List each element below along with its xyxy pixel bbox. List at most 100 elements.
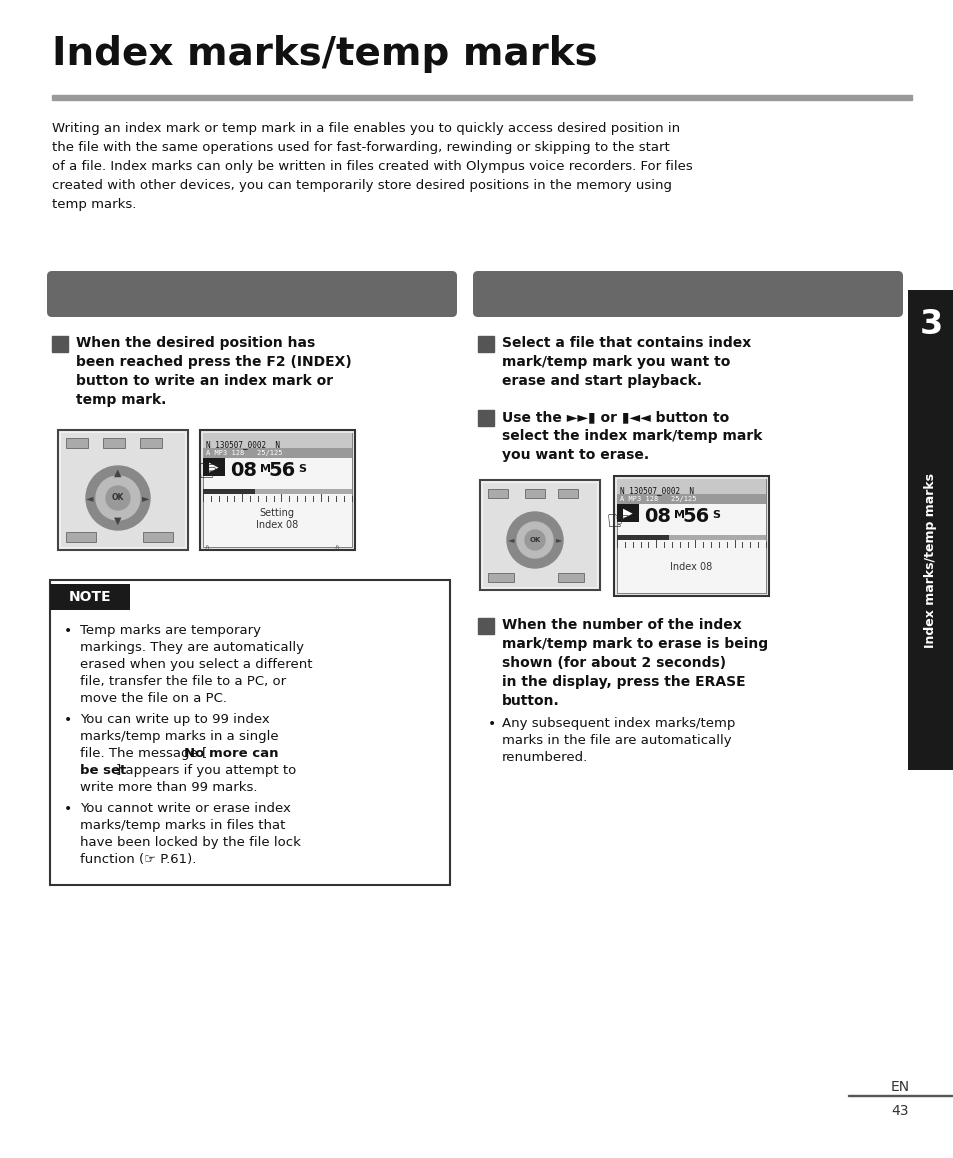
Text: file. The message [: file. The message [ <box>80 747 207 760</box>
Bar <box>140 438 162 448</box>
Text: A MP3 128   25/125: A MP3 128 25/125 <box>206 450 282 456</box>
Text: marks/temp marks in a single: marks/temp marks in a single <box>80 730 278 743</box>
Text: N 130507_0002  N: N 130507_0002 N <box>206 440 280 449</box>
Bar <box>50 580 450 885</box>
Text: Use the ►►▮ or ▮◄◄ button to: Use the ►►▮ or ▮◄◄ button to <box>501 410 728 424</box>
Text: M: M <box>673 510 684 520</box>
Circle shape <box>86 466 150 530</box>
Text: OK: OK <box>529 537 540 543</box>
Text: the file with the same operations used for fast-forwarding, rewinding or skippin: the file with the same operations used f… <box>52 141 669 154</box>
FancyBboxPatch shape <box>47 271 456 317</box>
Circle shape <box>96 476 140 520</box>
Bar <box>143 532 172 542</box>
Bar <box>200 430 355 550</box>
Text: OK: OK <box>112 493 124 503</box>
Text: 08: 08 <box>643 507 670 526</box>
Text: S: S <box>297 464 306 474</box>
Bar <box>524 489 544 498</box>
Bar <box>50 584 130 610</box>
FancyBboxPatch shape <box>473 271 902 317</box>
Text: M: M <box>260 464 271 474</box>
Bar <box>66 438 88 448</box>
Text: •: • <box>64 802 72 816</box>
Text: ☞: ☞ <box>605 508 630 536</box>
Text: renumbered.: renumbered. <box>501 752 588 764</box>
Text: in the display, press the ERASE: in the display, press the ERASE <box>501 675 745 689</box>
Text: ☞: ☞ <box>195 459 223 488</box>
Bar <box>617 504 639 522</box>
Bar <box>617 479 765 593</box>
Text: mark/temp mark you want to: mark/temp mark you want to <box>501 356 730 369</box>
Circle shape <box>506 512 562 569</box>
Bar <box>61 433 185 547</box>
Bar <box>479 481 599 589</box>
Text: When the number of the index: When the number of the index <box>501 618 741 632</box>
Text: ▶: ▶ <box>622 506 632 520</box>
Bar <box>477 336 494 352</box>
Text: 2: 2 <box>481 413 489 423</box>
Text: you want to erase.: you want to erase. <box>501 448 648 462</box>
Text: button to write an index mark or: button to write an index mark or <box>76 374 333 388</box>
Bar <box>203 433 352 448</box>
Text: 3: 3 <box>919 308 942 340</box>
Bar <box>203 489 352 494</box>
Text: S: S <box>711 510 720 520</box>
Text: of a file. Index marks can only be written in files created with Olympus voice r: of a file. Index marks can only be writt… <box>52 160 692 173</box>
Text: button.: button. <box>501 694 559 708</box>
Bar <box>617 479 765 494</box>
Bar <box>203 459 225 476</box>
Bar <box>907 290 953 770</box>
Text: Index marks/temp marks: Index marks/temp marks <box>923 472 937 647</box>
Text: Temp marks are temporary: Temp marks are temporary <box>80 624 261 637</box>
Text: write more than 99 marks.: write more than 99 marks. <box>80 780 257 794</box>
Text: temp mark.: temp mark. <box>76 393 166 406</box>
Text: move the file on a PC.: move the file on a PC. <box>80 692 227 705</box>
Text: ▶: ▶ <box>209 461 218 474</box>
Bar <box>558 573 583 582</box>
Bar <box>52 336 68 352</box>
Text: Setting: Setting <box>259 508 294 518</box>
Bar <box>477 618 494 633</box>
Text: Index 08: Index 08 <box>255 520 297 530</box>
Text: When the desired position has: When the desired position has <box>76 336 314 350</box>
Text: marks/temp marks in files that: marks/temp marks in files that <box>80 819 285 831</box>
Text: 56: 56 <box>681 507 708 526</box>
Text: ▼: ▼ <box>114 516 122 526</box>
Text: erase and start playback.: erase and start playback. <box>501 374 701 388</box>
Text: ▲: ▲ <box>114 468 122 478</box>
Text: mark/temp mark to erase is being: mark/temp mark to erase is being <box>501 637 767 651</box>
Text: You can write up to 99 index: You can write up to 99 index <box>80 713 270 726</box>
Text: Any subsequent index marks/temp: Any subsequent index marks/temp <box>501 717 735 730</box>
Bar <box>203 433 352 547</box>
Bar <box>66 532 96 542</box>
Text: been reached press the F2 (INDEX): been reached press the F2 (INDEX) <box>76 356 352 369</box>
Circle shape <box>517 522 553 558</box>
Text: select the index mark/temp mark: select the index mark/temp mark <box>501 428 761 444</box>
Text: •: • <box>64 624 72 638</box>
Circle shape <box>106 486 130 510</box>
Bar <box>58 430 188 550</box>
Text: 43: 43 <box>890 1104 908 1117</box>
Text: •: • <box>64 713 72 727</box>
Text: ◄: ◄ <box>507 535 514 544</box>
Bar <box>617 494 765 504</box>
Bar <box>847 1094 951 1095</box>
Text: Index marks/temp marks: Index marks/temp marks <box>52 35 597 73</box>
Text: file, transfer the file to a PC, or: file, transfer the file to a PC, or <box>80 675 286 688</box>
Text: •: • <box>488 717 496 731</box>
Text: Writing an index mark/temp mark: Writing an index mark/temp mark <box>112 286 392 301</box>
Text: markings. They are automatically: markings. They are automatically <box>80 642 304 654</box>
Bar <box>558 489 578 498</box>
Text: No more can: No more can <box>184 747 278 760</box>
Circle shape <box>524 530 544 550</box>
Text: N 130507_0002  N: N 130507_0002 N <box>619 486 693 494</box>
Text: 1: 1 <box>481 339 489 349</box>
Bar <box>488 489 507 498</box>
Bar <box>52 95 911 100</box>
Text: function (☞ P.61).: function (☞ P.61). <box>80 853 196 866</box>
Text: 56: 56 <box>268 461 294 481</box>
Text: /\: /\ <box>205 545 210 551</box>
Text: erased when you select a different: erased when you select a different <box>80 658 313 670</box>
Text: A MP3 128   25/125: A MP3 128 25/125 <box>619 496 696 503</box>
Bar <box>482 483 597 587</box>
